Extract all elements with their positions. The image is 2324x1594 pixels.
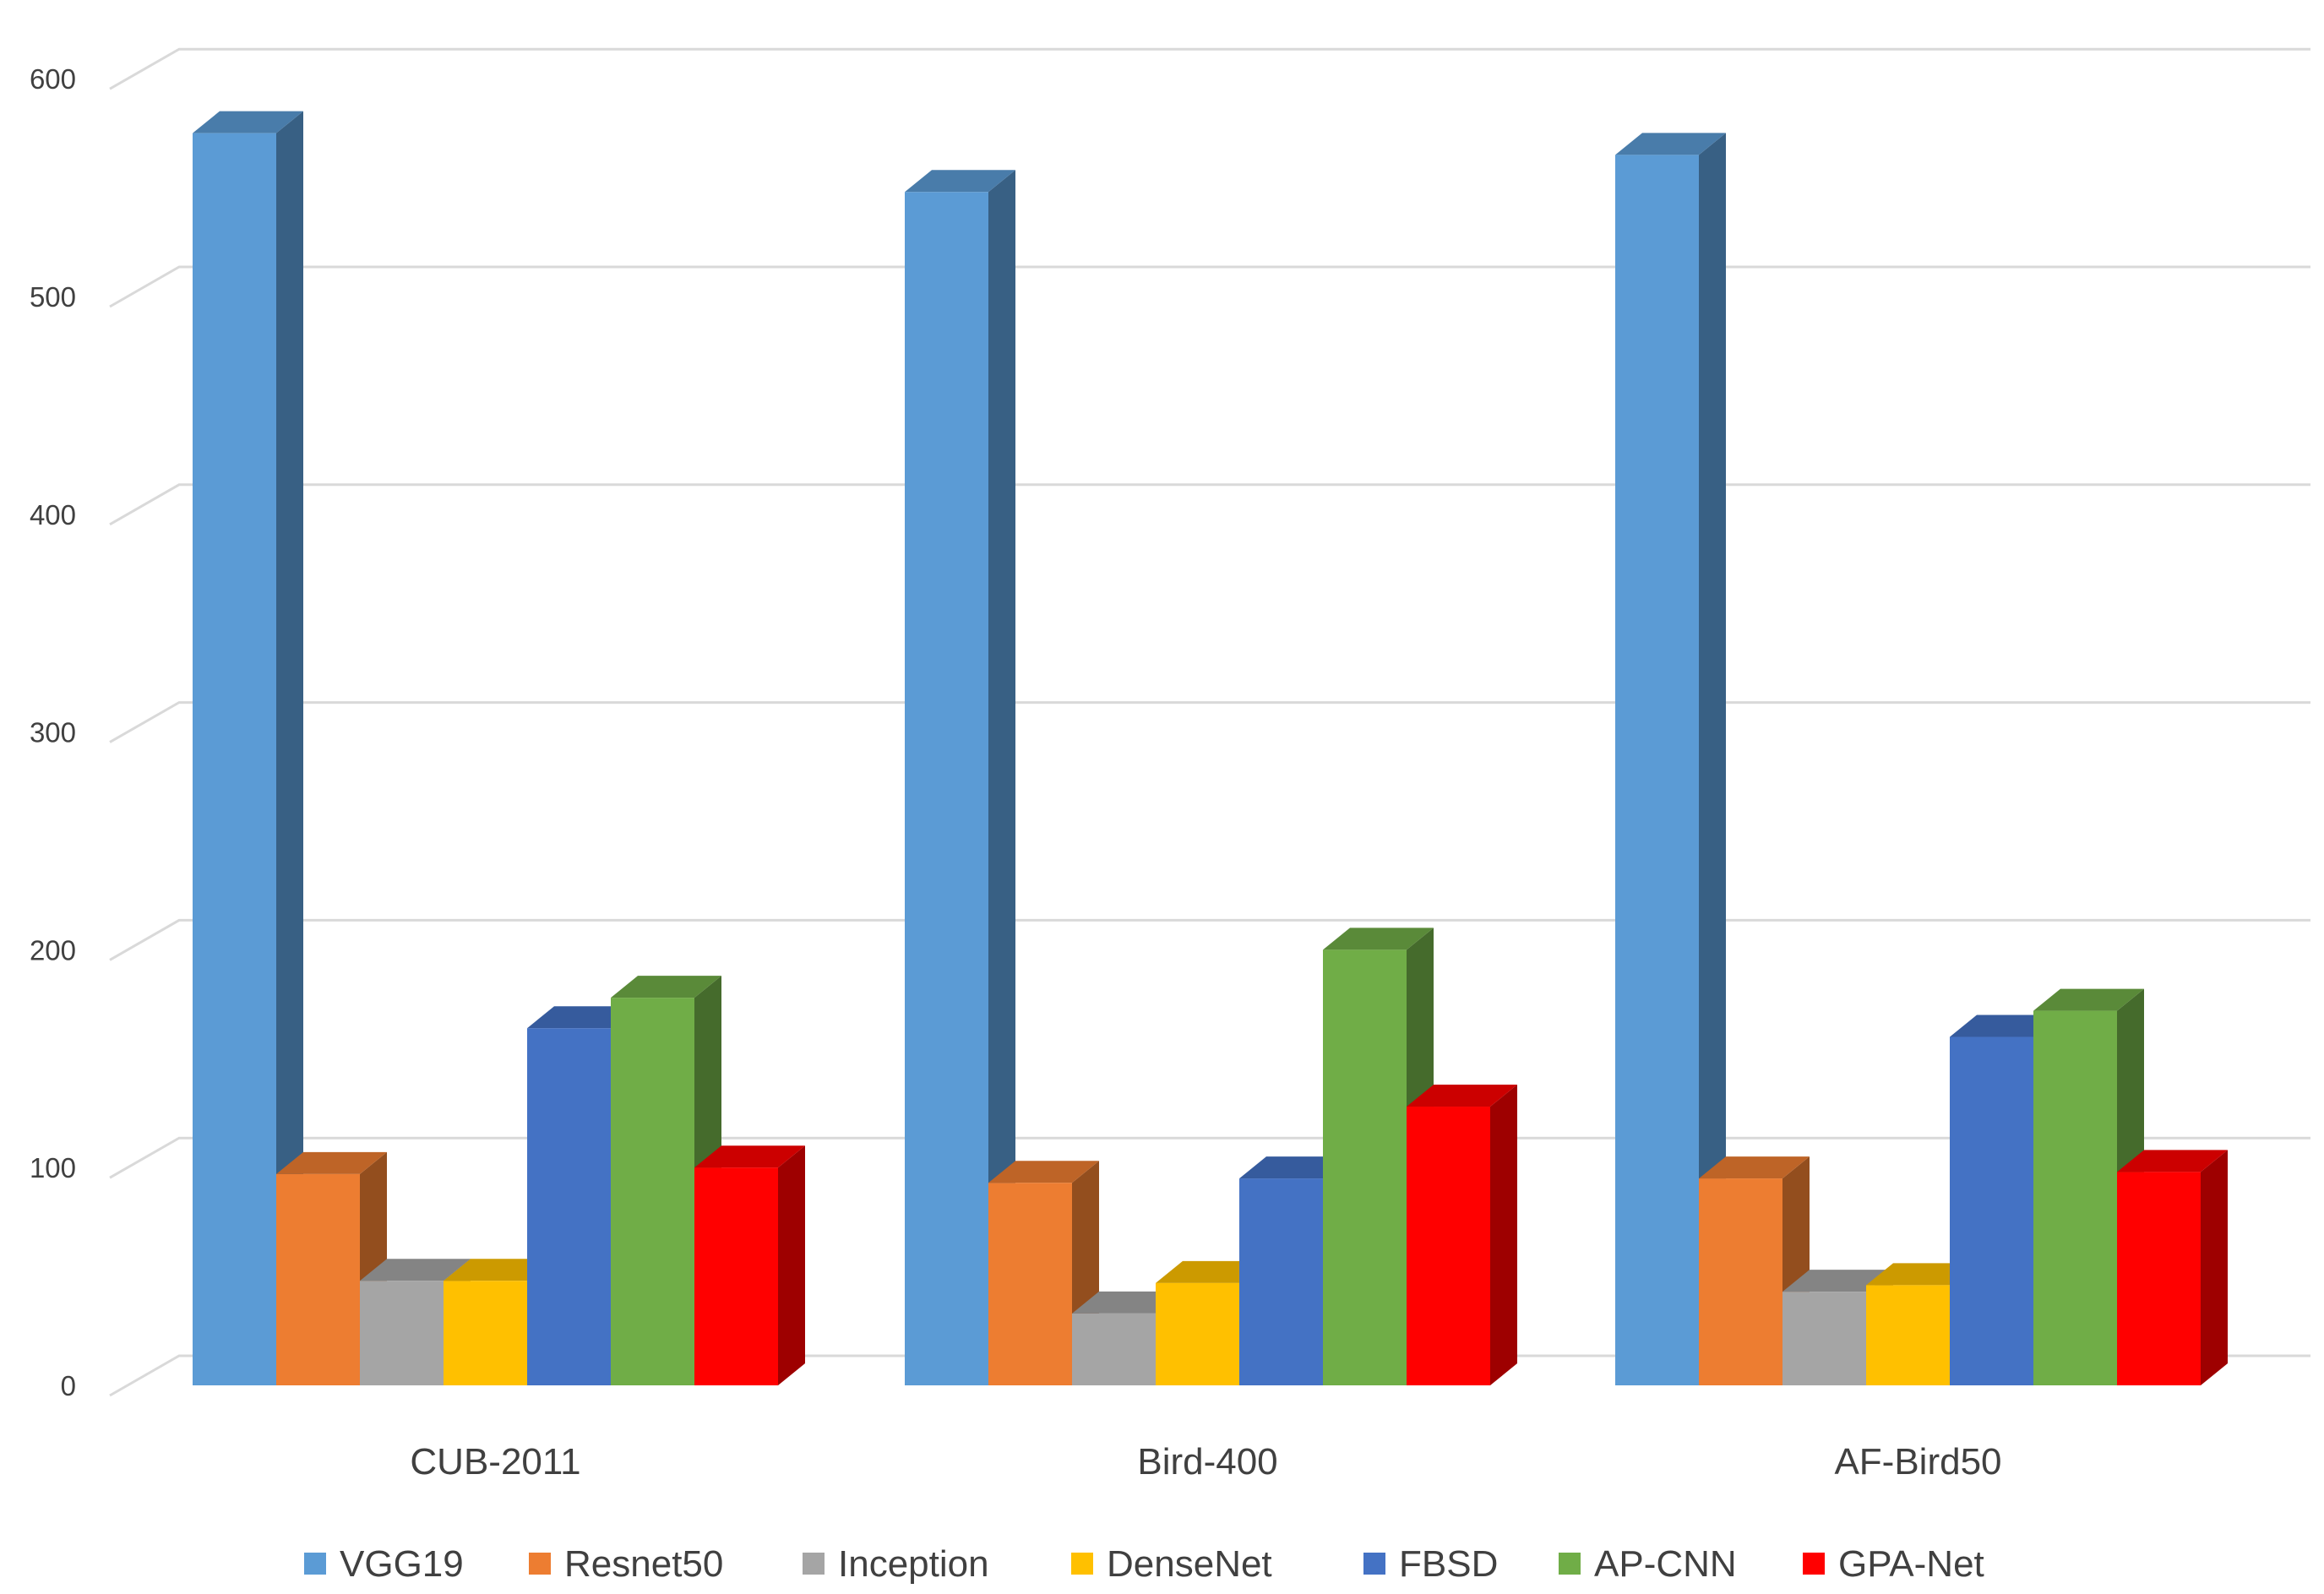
- x-tick-label: CUB-2011: [410, 1441, 580, 1482]
- legend-item-gpa-net: GPA-Net: [1803, 1543, 1984, 1585]
- bar-group-cub-2011: [193, 111, 805, 1385]
- y-tick-label: 200: [30, 934, 76, 966]
- legend-label: Inception: [838, 1543, 989, 1585]
- legend-item-vgg19: VGG19: [304, 1543, 464, 1585]
- gridline: [109, 483, 2310, 526]
- y-tick-label: 600: [30, 63, 76, 95]
- legend-label: GPA-Net: [1838, 1543, 1984, 1585]
- legend-item-resnet50: Resnet50: [529, 1543, 723, 1585]
- legend-label: AP-CNN: [1594, 1543, 1737, 1585]
- gridline: [109, 918, 2310, 961]
- y-tick-label: 0: [61, 1370, 76, 1401]
- bar-resnet50-af-bird50: [1699, 1156, 1810, 1385]
- bar-vgg19-bird-400: [905, 170, 1015, 1386]
- bar-gpa-net-bird-400: [1407, 1085, 1517, 1385]
- legend-swatch: [1559, 1553, 1581, 1575]
- legend-swatch: [1363, 1553, 1385, 1575]
- y-tick-label: 100: [30, 1152, 76, 1183]
- bar-ap-cnn-bird-400: [1323, 928, 1434, 1385]
- legend: VGG19 Resnet50 Inception DenseNet FBSD AP-CNN…: [304, 1543, 1984, 1585]
- gridline: [109, 265, 2310, 308]
- y-axis-ticks: 0 100 200 300 400 500 600: [30, 63, 76, 1401]
- legend-item-inception: Inception: [803, 1543, 989, 1585]
- legend-label: VGG19: [340, 1543, 464, 1585]
- legend-label: FBSD: [1399, 1543, 1498, 1585]
- grid-layer: [109, 47, 2310, 1397]
- legend-item-densenet: DenseNet: [1071, 1543, 1272, 1585]
- gridline: [109, 1136, 2310, 1179]
- y-tick-label: 500: [30, 281, 76, 313]
- x-tick-label: Bird-400: [1137, 1441, 1277, 1482]
- gridline: [109, 47, 2310, 90]
- x-axis-labels: CUB-2011 Bird-400 AF-Bird50: [410, 1441, 2001, 1482]
- gridline: [109, 1354, 2310, 1397]
- bar-vgg19-cub-2011: [193, 111, 303, 1385]
- bar-group-af-bird50: [1615, 133, 2228, 1386]
- bar-vgg19-af-bird50: [1615, 133, 1726, 1386]
- x-tick-label: AF-Bird50: [1834, 1441, 2001, 1482]
- bar-group-bird-400: [905, 170, 1517, 1386]
- legend-swatch: [304, 1553, 326, 1575]
- legend-swatch: [803, 1553, 825, 1575]
- legend-swatch: [1071, 1553, 1093, 1575]
- bar-resnet50-bird-400: [988, 1161, 1099, 1385]
- legend-label: DenseNet: [1107, 1543, 1272, 1585]
- bar-gpa-net-cub-2011: [694, 1145, 805, 1385]
- legend-swatch: [529, 1553, 551, 1575]
- gridline: [109, 701, 2310, 743]
- y-tick-label: 300: [30, 717, 76, 748]
- legend-label: Resnet50: [564, 1543, 723, 1585]
- bar-gpa-net-af-bird50: [2117, 1150, 2228, 1385]
- bars-layer: [193, 111, 2228, 1386]
- legend-swatch: [1803, 1553, 1825, 1575]
- legend-item-ap-cnn: AP-CNN: [1559, 1543, 1737, 1585]
- legend-item-fbsd: FBSD: [1363, 1543, 1498, 1585]
- y-tick-label: 400: [30, 499, 76, 530]
